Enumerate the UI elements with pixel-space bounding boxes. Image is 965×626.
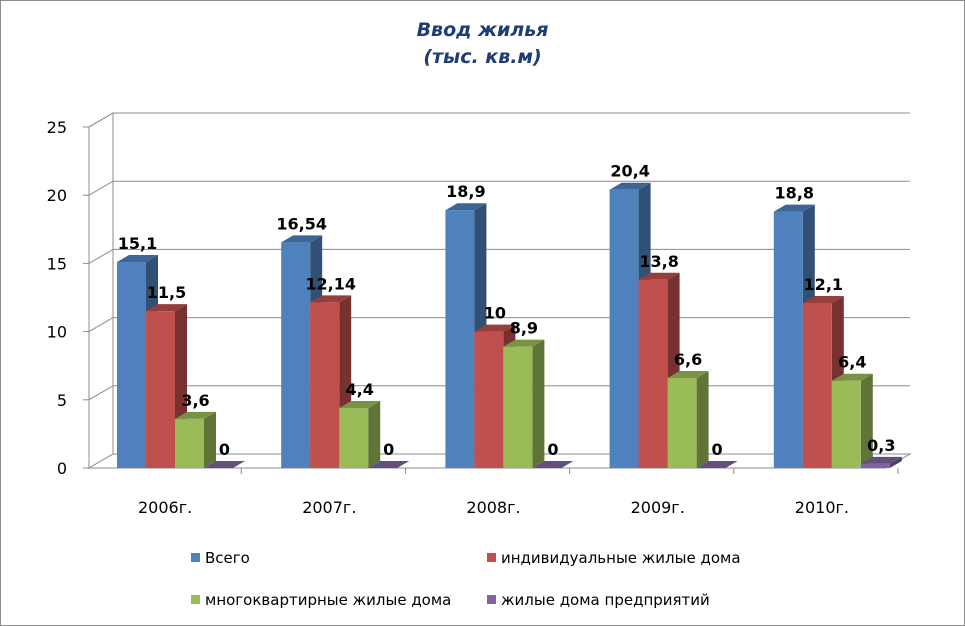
data-label: 6,6 (674, 350, 702, 369)
data-label: 0 (383, 440, 394, 459)
bar (474, 331, 504, 468)
gridline-diagonal (88, 248, 114, 264)
bar (609, 189, 639, 468)
y-tick-label: 0 (57, 459, 67, 478)
bar (638, 279, 668, 468)
data-label: 18,9 (446, 182, 485, 201)
bar-top (474, 324, 516, 332)
bar-top (638, 272, 680, 280)
x-tick-label: 2009г. (631, 498, 685, 517)
bar-side (889, 456, 902, 468)
chart-title-line2: (тыс. кв.м) (423, 46, 542, 68)
data-label: 0,3 (867, 436, 895, 455)
bar-top (802, 295, 844, 303)
data-label: 8,9 (510, 319, 538, 338)
bar-side (860, 373, 873, 468)
data-label: 11,5 (147, 283, 186, 302)
x-tick-label: 2010г. (795, 498, 849, 517)
data-label: 0 (712, 440, 723, 459)
bar-side (204, 411, 216, 468)
bar (146, 311, 175, 468)
data-label: 12,1 (804, 275, 843, 294)
bar-top (281, 235, 323, 243)
chart-title: Ввод жилья (тыс. кв.м) (1, 17, 964, 71)
bar-top (204, 461, 245, 468)
bar-top (117, 255, 158, 263)
bar (281, 242, 311, 468)
bar (310, 302, 340, 468)
gridline-diagonal (88, 317, 114, 333)
bar-top (532, 461, 574, 468)
y-tick-label: 5 (57, 391, 67, 410)
x-tick-label: 2006г. (138, 498, 192, 517)
bar-top (503, 339, 545, 347)
bar (339, 407, 369, 468)
y-tick-label: 15 (47, 254, 67, 273)
x-tick-label: 2008г. (466, 498, 520, 517)
y-tick-label: 20 (47, 186, 67, 205)
data-label: 0 (219, 440, 230, 459)
data-label: 18,8 (775, 184, 814, 203)
chart-title-line1: Ввод жилья (416, 19, 549, 41)
side-wall (88, 112, 114, 469)
bar-top (609, 182, 651, 190)
bar (773, 211, 803, 468)
data-label: 20,4 (610, 162, 649, 181)
bar (117, 262, 146, 468)
bar-top (860, 456, 902, 464)
bar-top (667, 370, 709, 378)
gridline-diagonal (88, 112, 114, 128)
data-label: 13,8 (639, 252, 678, 271)
bar (831, 380, 861, 468)
bar (503, 346, 533, 468)
bar-top (445, 203, 487, 211)
bar (445, 210, 475, 469)
bar-top (831, 373, 873, 381)
bar-top (175, 411, 216, 419)
data-label: 12,14 (305, 274, 356, 293)
gridline-diagonal (88, 385, 114, 401)
bar-top (310, 295, 352, 303)
data-label: 3,6 (181, 391, 209, 410)
bar (175, 418, 204, 468)
data-label: 16,54 (276, 214, 327, 233)
bar-top (146, 304, 187, 312)
bar-top (368, 461, 410, 468)
bar-side (368, 400, 381, 468)
gridline-diagonal (88, 180, 114, 196)
bar-side (532, 339, 545, 468)
bar-top (696, 461, 738, 468)
data-label: 6,4 (838, 353, 866, 372)
bar (860, 463, 890, 468)
data-label: 15,1 (118, 234, 157, 253)
bar-top (773, 204, 815, 212)
data-label: 4,4 (346, 380, 374, 399)
bar (802, 302, 832, 468)
data-label: 0 (547, 440, 558, 459)
y-tick-label: 25 (47, 118, 67, 137)
x-tick-label: 2007г. (302, 498, 356, 517)
bar-top (339, 400, 381, 408)
data-label: 10 (484, 304, 506, 323)
y-tick-label: 10 (47, 323, 67, 342)
bar-side (696, 370, 709, 468)
bar (667, 377, 697, 468)
